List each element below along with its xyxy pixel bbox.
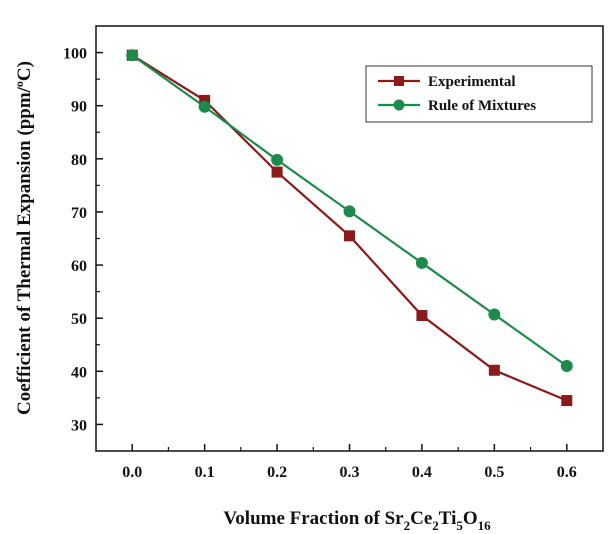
data-point-rule-of-mixtures: [198, 100, 211, 113]
data-point-experimental: [561, 395, 573, 407]
x-axis-title: Volume Fraction of Sr2Ce2Ti5O16: [223, 508, 491, 533]
x-axis: 0.0 0.1 0.2 0.3 0.4 0.5 0.6: [122, 444, 577, 481]
series-layer: [126, 49, 573, 407]
data-point-rule-of-mixtures: [271, 153, 284, 166]
data-point-experimental: [488, 364, 500, 376]
data-point-rule-of-mixtures: [126, 49, 139, 62]
y-axis: 30 40 50 60 70 80 90 100: [63, 46, 103, 434]
y-tick-label: 40: [71, 364, 87, 381]
legend: Experimental Rule of Mixtures: [365, 65, 593, 123]
legend-label-experimental: Experimental: [428, 74, 516, 90]
y-tick-label: 30: [71, 417, 87, 434]
y-tick-label: 70: [71, 205, 87, 222]
x-tick-label: 0.0: [122, 464, 142, 481]
x-tick-label: 0.2: [267, 464, 287, 481]
x-tick-label: 0.6: [557, 464, 577, 481]
data-point-rule-of-mixtures: [343, 205, 356, 218]
y-tick-label: 80: [71, 152, 87, 169]
x-tick-label: 0.1: [195, 464, 215, 481]
data-point-experimental: [271, 166, 283, 178]
plot-area: 30 40 50 60 70 80 90 100 0.0 0.1 0.2 0.3 0.4 0.5 0.6: [63, 25, 604, 481]
data-point-experimental: [344, 230, 355, 242]
legend-box: [365, 65, 593, 123]
y-tick-label: 90: [71, 99, 87, 116]
y-tick-label: 60: [71, 258, 87, 275]
data-point-rule-of-mixtures: [415, 256, 428, 269]
legend-marker-experimental: [394, 76, 404, 86]
y-tick-label: 50: [71, 311, 87, 328]
data-point-experimental: [416, 310, 428, 322]
x-tick-label: 0.3: [340, 464, 360, 481]
x-tick-label: 0.5: [484, 464, 504, 481]
y-tick-label: 100: [63, 46, 87, 63]
legend-label-rule-of-mixtures: Rule of Mixtures: [428, 98, 536, 114]
x-tick-label: 0.4: [412, 464, 432, 481]
y-axis-title: Coefficient of Thermal Expansion (ppm/oC…: [12, 61, 35, 415]
data-point-experimental: [199, 94, 211, 106]
legend-marker-rule-of-mixtures: [393, 99, 405, 111]
data-point-rule-of-mixtures: [488, 308, 501, 321]
data-point-rule-of-mixtures: [560, 360, 573, 372]
